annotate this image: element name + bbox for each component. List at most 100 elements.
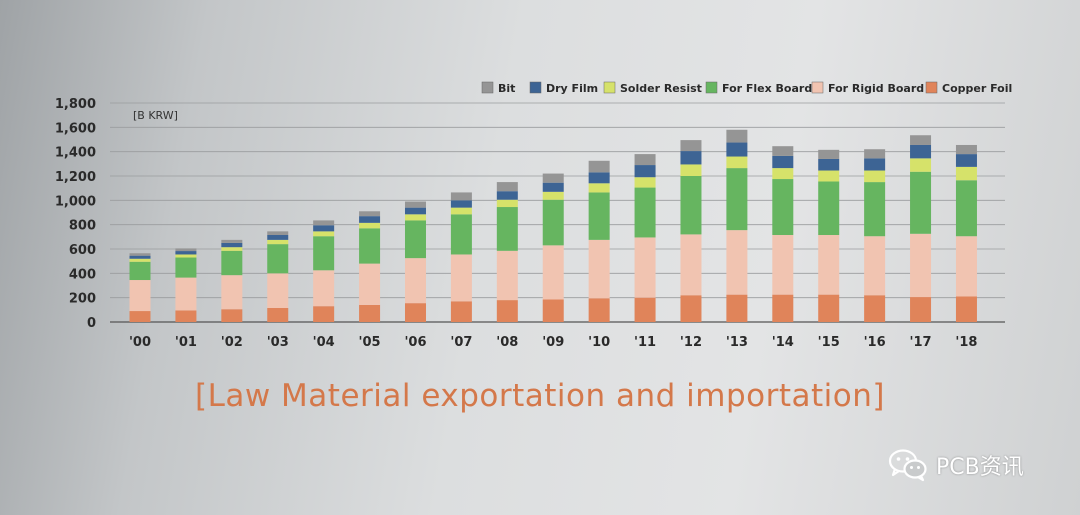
bar-segment: [542, 199, 564, 246]
bar-segment: [359, 216, 381, 223]
x-tick-label: '01: [175, 335, 197, 350]
bar-segment: [404, 303, 426, 322]
bar-segment: [267, 244, 289, 274]
bar-segment: [129, 311, 151, 322]
bar-segment: [910, 158, 932, 172]
bar-segment: [450, 207, 472, 215]
bar-segment: [955, 296, 977, 322]
bar-segment: [404, 258, 426, 304]
legend-label: Copper Foil: [942, 82, 1012, 95]
bar-segment: [267, 231, 289, 236]
legend-item: For Rigid Board: [811, 81, 924, 95]
bar-segment: [726, 129, 748, 143]
y-tick-label: 1,000: [55, 194, 96, 209]
bar-stack: [680, 140, 702, 322]
x-tick-label: '15: [818, 335, 840, 350]
bar-segment: [955, 236, 977, 297]
bar-segment: [864, 295, 886, 322]
y-tick-label: 800: [69, 219, 96, 234]
bar-stack: [818, 149, 840, 322]
bar-stack: [910, 135, 932, 322]
bar-stack: [772, 146, 794, 322]
legend-swatch: [481, 81, 494, 94]
chart-caption: [Law Material exportation and importatio…: [194, 378, 885, 414]
bar-segment: [634, 177, 656, 188]
bar-segment: [175, 251, 197, 255]
bars: [129, 129, 977, 322]
bar-segment: [864, 236, 886, 296]
bar-segment: [359, 222, 381, 229]
legend-swatch: [811, 81, 824, 94]
y-tick-label: 1,600: [55, 121, 96, 136]
y-tick-label: 200: [69, 292, 96, 307]
bar-segment: [129, 280, 151, 312]
bar-segment: [267, 235, 289, 240]
bar-segment: [772, 235, 794, 295]
legend-swatch: [529, 81, 542, 94]
bar-segment: [267, 308, 289, 322]
bar-segment: [313, 225, 335, 232]
bar-segment: [680, 140, 702, 152]
bar-segment: [818, 149, 840, 159]
bar-segment: [129, 261, 151, 281]
bar-segment: [313, 306, 335, 322]
x-axis: '00 '01 '02 '03 '04 '05 '06 '07 '08 '09 '10 '11 '12 '…: [129, 335, 978, 350]
bar-segment: [818, 170, 840, 182]
bar-segment: [588, 183, 610, 193]
bar-segment: [359, 263, 381, 305]
x-tick-label: '18: [955, 335, 977, 350]
bar-segment: [450, 301, 472, 322]
bar-stack: [542, 173, 564, 322]
bar-segment: [359, 228, 381, 264]
x-tick-label: '06: [404, 335, 426, 350]
x-tick-label: '08: [496, 335, 518, 350]
bar-segment: [221, 247, 243, 251]
bar-segment: [359, 211, 381, 217]
bar-stack: [450, 192, 472, 322]
bar-segment: [129, 255, 151, 259]
x-tick-label: '05: [359, 335, 381, 350]
legend-label: Solder Resist: [620, 82, 702, 95]
bar-segment: [450, 192, 472, 201]
bar-stack: [267, 231, 289, 322]
x-tick-label: '12: [680, 335, 702, 350]
bar-segment: [175, 310, 197, 322]
x-tick-label: '14: [772, 335, 794, 350]
bar-segment: [818, 294, 840, 322]
bar-segment: [955, 154, 977, 167]
bar-segment: [634, 297, 656, 322]
bar-segment: [726, 168, 748, 231]
legend-label: Bit: [498, 82, 515, 95]
bar-stack: [129, 253, 151, 322]
y-tick-label: 1,400: [55, 146, 96, 161]
bar-segment: [955, 144, 977, 155]
legend-item: Bit: [481, 81, 515, 95]
bar-segment: [221, 250, 243, 276]
stacked-bar-chart: 0 200 400 600 800 1,000 1,200 1,400 1,600 1,800 '…: [55, 81, 1012, 350]
bar-stack: [313, 220, 335, 322]
bar-segment: [864, 182, 886, 237]
bar-stack: [955, 144, 977, 322]
watermark-text: PCB资讯: [936, 455, 1024, 480]
bar-segment: [772, 179, 794, 236]
unit-label: [B KRW]: [133, 109, 178, 122]
legend-label: For Rigid Board: [828, 82, 924, 95]
x-tick-label: '10: [588, 335, 610, 350]
bar-segment: [818, 181, 840, 236]
legend-item: Solder Resist: [603, 81, 702, 95]
bar-segment: [313, 220, 335, 226]
bar-segment: [910, 144, 932, 159]
x-tick-label: '13: [726, 335, 748, 350]
x-tick-label: '02: [221, 335, 243, 350]
x-tick-label: '16: [864, 335, 886, 350]
bar-segment: [634, 154, 656, 166]
bar-stack: [634, 154, 656, 322]
bar-segment: [221, 242, 243, 248]
bar-segment: [496, 300, 518, 322]
y-tick-label: 0: [87, 316, 96, 331]
bar-segment: [313, 270, 335, 307]
bar-stack: [726, 129, 748, 322]
bar-segment: [588, 298, 610, 322]
bar-segment: [680, 295, 702, 322]
bar-segment: [404, 220, 426, 259]
